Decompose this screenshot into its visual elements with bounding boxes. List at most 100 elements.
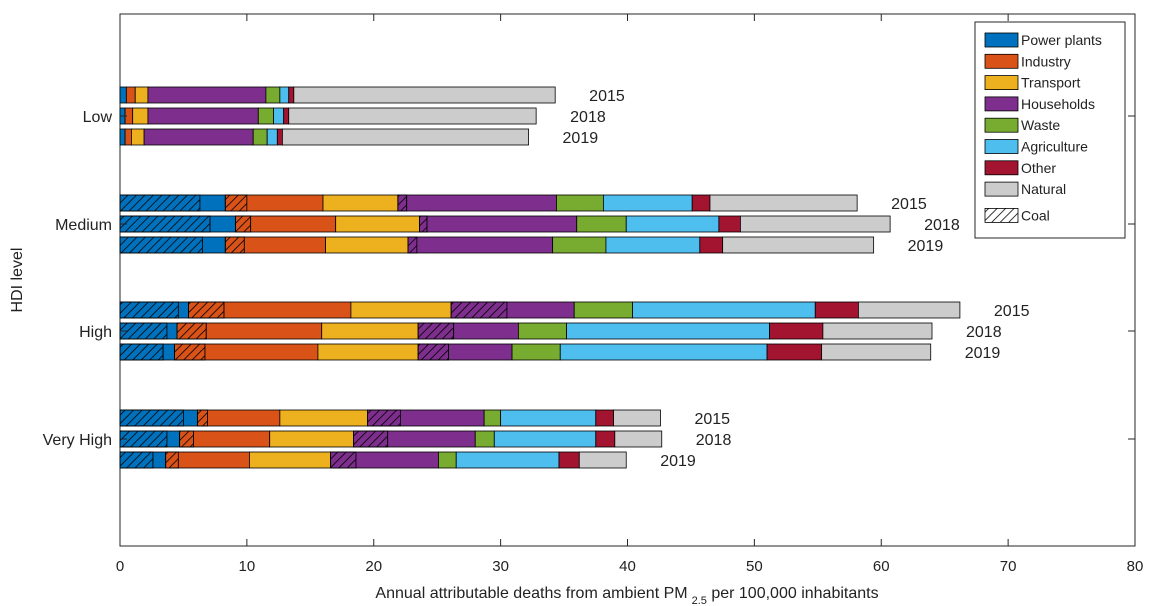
bar-segment <box>438 451 457 469</box>
bar-segment <box>821 343 932 361</box>
legend-swatch <box>984 75 1019 90</box>
bar-segment <box>199 194 226 212</box>
bar-segment <box>605 236 701 254</box>
bar-segment <box>769 322 824 340</box>
x-tick-label: 60 <box>873 558 890 575</box>
bar-segment-coal-hatch <box>367 409 401 427</box>
year-label: 2018 <box>966 324 1002 341</box>
bar-segment <box>134 86 149 104</box>
bar-segment <box>699 236 724 254</box>
bar-segment <box>193 430 271 448</box>
bar-segment-coal-hatch <box>397 194 408 212</box>
legend-swatch <box>984 181 1019 197</box>
bar-segment <box>474 430 495 448</box>
bar-segment <box>162 343 175 361</box>
bar-segment <box>355 451 439 469</box>
category-label: Low <box>83 109 113 126</box>
bar-segment <box>632 301 816 319</box>
bar-segment-coal-hatch <box>119 215 211 233</box>
bar-segment <box>119 86 127 104</box>
year-label: 2019 <box>563 130 599 147</box>
bar-segment-coal-hatch <box>119 301 179 319</box>
year-label: 2018 <box>570 109 606 126</box>
legend-swatch-coal <box>984 207 1019 223</box>
bar-segment <box>858 301 961 319</box>
bar-segment-coal-hatch <box>165 451 179 469</box>
bar-segment <box>493 430 597 448</box>
bar-segment <box>177 301 189 319</box>
x-tick-label: 10 <box>239 558 256 575</box>
bar-segment-coal-hatch <box>417 343 450 361</box>
bar-segment <box>709 194 858 212</box>
bar-segment <box>722 236 875 254</box>
bar-segment <box>578 451 627 469</box>
bar-segment <box>147 86 267 104</box>
legend-label: Other <box>1021 160 1056 176</box>
bar-segment <box>223 301 352 319</box>
x-tick-label: 0 <box>116 558 124 575</box>
year-label: 2019 <box>660 453 696 470</box>
bar-segment <box>204 343 319 361</box>
bar-segment <box>453 322 519 340</box>
year-label: 2018 <box>924 217 960 234</box>
bar-segment <box>202 236 226 254</box>
bar-segment <box>119 128 126 146</box>
bar-segment <box>152 451 167 469</box>
bar-segment <box>399 409 485 427</box>
bar-segment-coal-hatch <box>174 343 206 361</box>
bar-segment <box>552 236 607 254</box>
legend-label: Industry <box>1021 53 1071 69</box>
bar-segment <box>177 451 250 469</box>
legend-swatch <box>984 96 1019 112</box>
bar-segment <box>448 343 513 361</box>
x-tick-label: 30 <box>492 558 509 575</box>
bar-segment-coal-hatch <box>235 215 252 233</box>
category-label: Very High <box>43 432 112 449</box>
bar-segment <box>576 215 627 233</box>
bar-segment <box>166 430 181 448</box>
bar-segment <box>511 343 561 361</box>
year-label: 2019 <box>965 345 1001 362</box>
bar-segment <box>252 128 268 146</box>
bar-segment <box>559 343 768 361</box>
bar-segment <box>166 322 178 340</box>
bar-segment-coal-hatch <box>353 430 389 448</box>
x-tick-label: 70 <box>1000 558 1017 575</box>
bar-segment-coal-hatch <box>407 236 418 254</box>
bar-segment <box>257 107 274 125</box>
bars: 2015201820192015201820192015201820192015… <box>119 86 1030 470</box>
bar-segment <box>124 128 132 146</box>
legend-label: Waste <box>1021 117 1060 133</box>
bar-segment <box>325 236 409 254</box>
axis-ticks: 0 10 20 30 40 50 60 70 80 <box>116 14 1143 575</box>
bar-segment <box>283 107 290 125</box>
legend-label: Natural <box>1021 181 1066 197</box>
year-label: 2015 <box>891 196 927 213</box>
bar-segment <box>517 322 568 340</box>
year-label: 2019 <box>908 238 944 255</box>
bar-segment <box>335 215 420 233</box>
year-label: 2018 <box>696 432 732 449</box>
bar-segment <box>279 86 290 104</box>
bar-segment-coal-hatch <box>419 215 428 233</box>
bar-segment <box>691 194 711 212</box>
bar-segment-coal-hatch <box>119 194 201 212</box>
legend-label: Power plants <box>1021 32 1102 48</box>
x-axis-label: Annual attributable deaths from ambient … <box>375 585 878 606</box>
legend: Power plants Industry Transport Households W… <box>974 21 1126 239</box>
bar-segment <box>602 194 693 212</box>
category-label: Medium <box>55 217 112 234</box>
bar-segment <box>288 107 537 125</box>
bar-segment-coal-hatch <box>119 409 184 427</box>
year-label: 2015 <box>994 303 1030 320</box>
bar-segment <box>132 107 149 125</box>
bar-segment <box>500 409 597 427</box>
bar-segment <box>350 301 452 319</box>
bar-segment <box>766 343 823 361</box>
year-label: 2015 <box>694 411 730 428</box>
legend-label: Agriculture <box>1021 139 1088 155</box>
bar-segment <box>416 236 554 254</box>
bar-segment <box>288 86 295 104</box>
bar-segment <box>822 322 933 340</box>
bar-segment-coal-hatch <box>188 301 225 319</box>
